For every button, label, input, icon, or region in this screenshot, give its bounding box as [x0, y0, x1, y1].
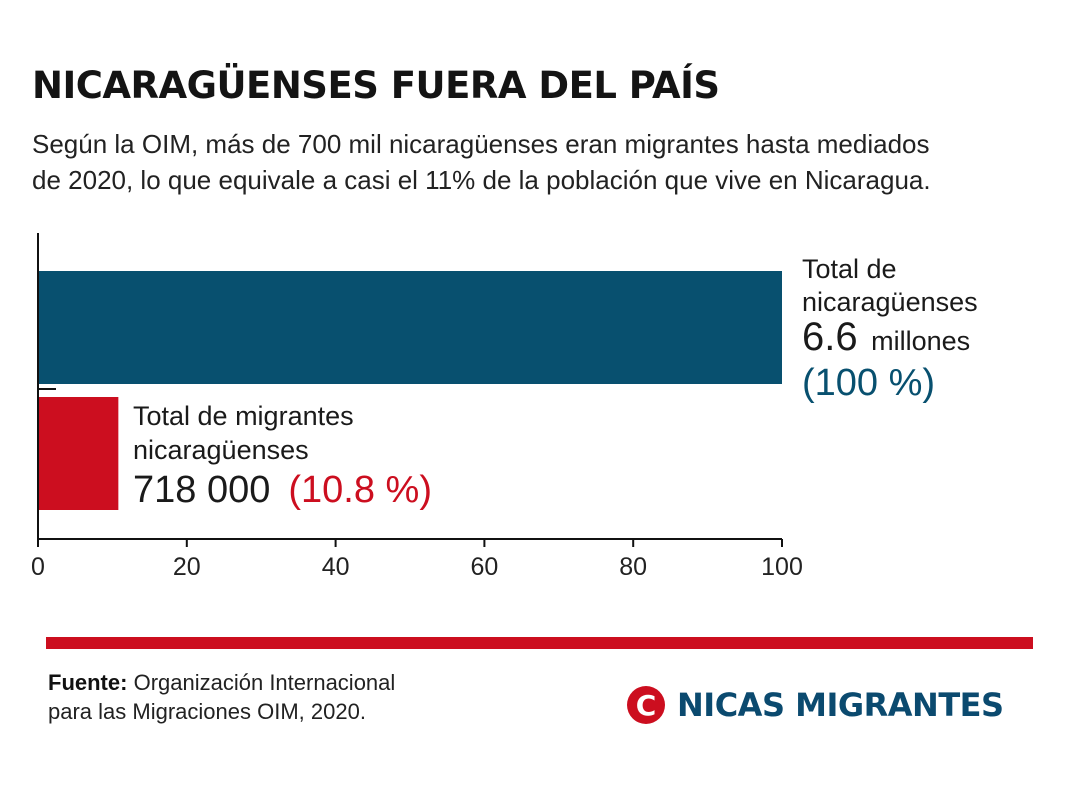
chart-subtitle-line-2: de 2020, lo que equivale a casi el 11% d… — [32, 165, 931, 195]
bar-2-label-line-2: nicaragüenses — [133, 435, 309, 465]
bar-1-share: (100 %) — [802, 362, 935, 404]
source-text-line-1: Organización Internacional — [133, 670, 396, 695]
bar-1-value: 6.6 millones — [802, 315, 970, 359]
x-tick-label: 100 — [761, 553, 803, 581]
chart-title: NICARAGÜENSES FUERA DEL PAÍS — [32, 64, 720, 107]
x-tick-label: 20 — [173, 553, 201, 581]
x-tick-label: 0 — [31, 553, 45, 581]
x-tick-label: 80 — [619, 553, 647, 581]
bar-1-label-line-2: nicaragüenses — [802, 287, 978, 317]
source-text-line-2: para las Migraciones OIM, 2020. — [48, 699, 366, 724]
bar-2-label-line-1: Total de migrantes — [133, 401, 354, 431]
brand-name: NICAS MIGRANTES — [677, 686, 1004, 724]
bar-2-value: 718 000 (10.8 %) — [133, 469, 432, 511]
chart-subtitle-line-1: Según la OIM, más de 700 mil nicaragüens… — [32, 129, 930, 159]
bar-1 — [38, 271, 782, 384]
bar-1-value-amount: 6.6 — [802, 315, 858, 359]
bar-1-value-unit: millones — [864, 326, 971, 356]
footer-divider — [46, 637, 1033, 649]
bar-2-share: (10.8 %) — [288, 469, 432, 511]
x-tick-label: 40 — [322, 553, 350, 581]
bar-1-label-line-1: Total de — [802, 254, 897, 284]
x-tick-label: 60 — [470, 553, 498, 581]
bar-2-value-amount: 718 000 — [133, 469, 270, 511]
brand-mark-icon: C — [627, 686, 665, 724]
source-note: Fuente: Organización Internacional para … — [48, 668, 395, 726]
source-label: Fuente: — [48, 670, 128, 695]
brand-logo: C NICAS MIGRANTES — [627, 686, 1004, 724]
bar-2 — [38, 397, 119, 510]
